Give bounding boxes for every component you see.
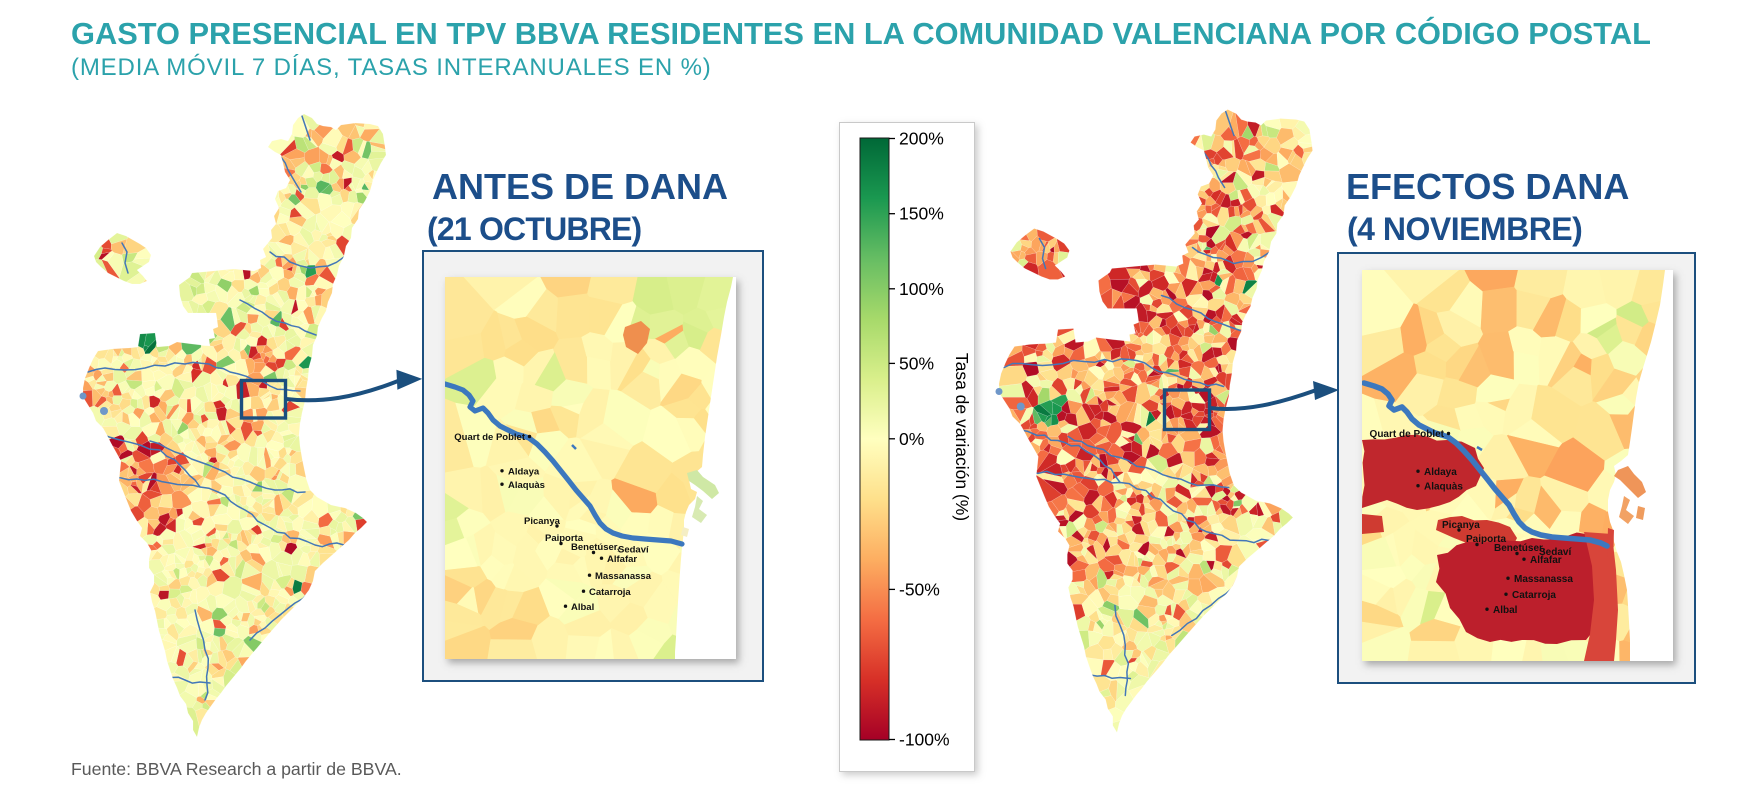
svg-text:Sedaví: Sedaví — [1539, 547, 1572, 558]
svg-text:Benetúser,: Benetúser, — [1494, 543, 1545, 554]
svg-text:Aldaya: Aldaya — [508, 467, 540, 478]
svg-text:Massanassa: Massanassa — [1514, 574, 1573, 585]
svg-text:100%: 100% — [899, 279, 944, 299]
svg-text:Catarroja: Catarroja — [589, 587, 631, 598]
svg-text:Paiporta: Paiporta — [1466, 534, 1506, 545]
svg-text:Alfafar: Alfafar — [607, 554, 637, 565]
svg-text:Benetúser,: Benetúser, — [571, 542, 620, 553]
svg-text:200%: 200% — [899, 129, 944, 149]
svg-text:Albal: Albal — [571, 602, 594, 613]
svg-text:50%: 50% — [899, 353, 934, 373]
svg-text:Sedaví: Sedaví — [618, 545, 649, 556]
svg-text:Alaquàs: Alaquàs — [508, 480, 545, 491]
svg-text:-100%: -100% — [899, 730, 950, 750]
svg-text:Alfafar: Alfafar — [1530, 555, 1562, 566]
svg-text:Quart de Poblet: Quart de Poblet — [1370, 429, 1445, 440]
svg-text:Tasa de variación (%): Tasa de variación (%) — [952, 353, 972, 521]
svg-text:Catarroja: Catarroja — [1512, 590, 1556, 601]
svg-text:Massanassa: Massanassa — [595, 571, 652, 582]
svg-text:Picanya: Picanya — [1442, 520, 1480, 531]
svg-text:150%: 150% — [899, 204, 944, 224]
svg-text:Albal: Albal — [1493, 605, 1518, 616]
svg-text:-50%: -50% — [899, 579, 940, 599]
svg-text:Quart de Poblet: Quart de Poblet — [454, 432, 526, 443]
svg-text:0%: 0% — [899, 429, 924, 449]
svg-text:Picanya: Picanya — [524, 516, 561, 527]
svg-text:Paiporta: Paiporta — [545, 533, 584, 544]
svg-text:Aldaya: Aldaya — [1424, 467, 1457, 478]
svg-text:Alaquàs: Alaquàs — [1424, 482, 1463, 493]
